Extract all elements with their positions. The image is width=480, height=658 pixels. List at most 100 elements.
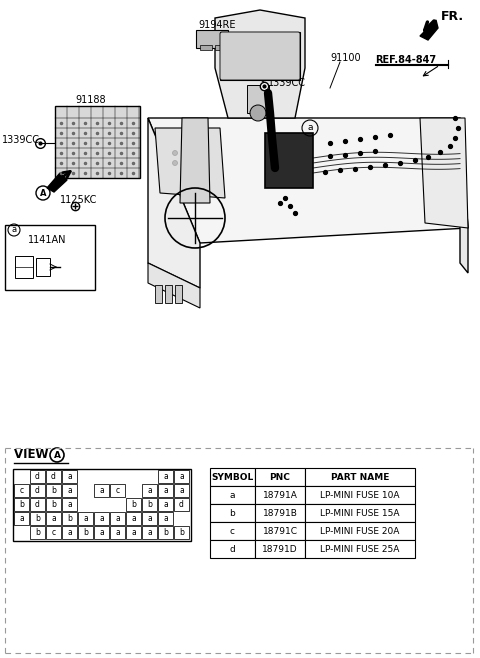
Bar [158,512,173,525]
Bar [174,526,189,539]
Bar [142,498,157,511]
Circle shape [250,105,266,121]
Text: a: a [179,472,184,481]
Polygon shape [148,118,468,243]
Bar [305,504,415,522]
Bar [94,484,109,497]
Bar [78,526,93,539]
Text: b: b [67,514,72,523]
Text: a: a [230,490,235,499]
Circle shape [172,151,178,155]
Text: REF.84-847: REF.84-847 [375,55,436,65]
Bar [174,484,189,497]
Bar [210,540,255,558]
Text: a: a [131,514,136,523]
Bar [14,498,29,511]
Bar [305,540,415,558]
Text: a: a [163,514,168,523]
Bar [126,512,141,525]
Text: SYMBOL: SYMBOL [211,472,253,482]
Bar [142,484,157,497]
Bar [46,498,61,511]
Bar [265,133,313,188]
Text: d: d [51,472,56,481]
Text: b: b [83,528,88,537]
Text: 1339CC: 1339CC [268,78,306,88]
Bar [305,486,415,504]
Bar [46,512,61,525]
Bar [55,106,140,178]
Text: b: b [179,528,184,537]
Bar [210,522,255,540]
Text: FR.: FR. [441,9,464,22]
Bar [30,470,45,483]
Bar [30,512,45,525]
Bar [78,512,93,525]
Text: LP-MINI FUSE 20A: LP-MINI FUSE 20A [320,526,400,536]
Bar [220,32,300,80]
Text: a: a [83,514,88,523]
Bar [62,526,77,539]
Polygon shape [47,173,67,192]
Text: a: a [99,514,104,523]
Text: 1339CC: 1339CC [2,135,40,145]
Bar [13,469,191,541]
Polygon shape [148,118,200,288]
Text: b: b [35,528,40,537]
Text: a: a [67,528,72,537]
Bar [255,504,305,522]
Text: 1125KC: 1125KC [60,195,97,205]
Text: d: d [179,500,184,509]
Bar [255,540,305,558]
Circle shape [172,161,178,166]
Circle shape [192,161,197,166]
Text: b: b [51,486,56,495]
Bar [255,522,305,540]
Text: a: a [163,500,168,509]
Text: b: b [51,500,56,509]
Bar [158,498,173,511]
Text: LP-MINI FUSE 10A: LP-MINI FUSE 10A [320,490,400,499]
Circle shape [182,151,188,155]
Text: c: c [115,486,120,495]
Bar [142,512,157,525]
Text: A: A [53,451,60,459]
Bar [62,484,77,497]
Bar [210,486,255,504]
Text: d: d [229,545,235,553]
Text: a: a [147,486,152,495]
Bar [14,484,29,497]
Text: d: d [35,486,40,495]
Bar [305,468,415,486]
Text: a: a [147,528,152,537]
Polygon shape [420,20,438,40]
Text: PART NAME: PART NAME [331,472,389,482]
Text: 18791B: 18791B [263,509,298,517]
Text: 18791D: 18791D [262,545,298,553]
Text: a: a [307,124,313,132]
Text: PNC: PNC [270,472,290,482]
Text: b: b [35,514,40,523]
Bar [94,512,109,525]
Text: b: b [131,500,136,509]
Bar [174,470,189,483]
Text: a: a [115,528,120,537]
Bar [305,522,415,540]
FancyBboxPatch shape [220,32,300,80]
Circle shape [192,151,197,155]
Text: a: a [12,226,17,234]
Text: A: A [40,188,46,197]
Bar [30,498,45,511]
Bar [126,526,141,539]
Bar [158,484,173,497]
Text: b: b [147,500,152,509]
Text: 1141AN: 1141AN [28,235,67,245]
Text: a: a [67,472,72,481]
Bar [200,45,212,50]
Bar [215,45,223,50]
Text: a: a [51,514,56,523]
Text: b: b [19,500,24,509]
Text: c: c [19,486,24,495]
Bar [110,526,125,539]
Text: a: a [147,514,152,523]
